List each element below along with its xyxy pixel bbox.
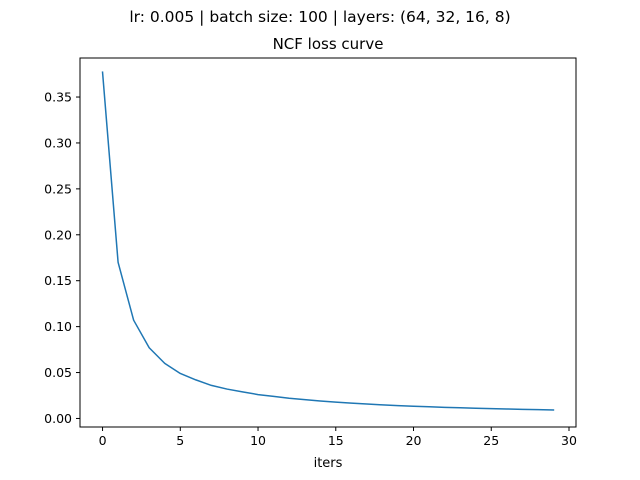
x-tick-label: 5 — [176, 433, 184, 448]
chart-title: NCF loss curve — [273, 35, 384, 53]
plot-frame — [79, 57, 577, 428]
x-axis-ticks: 0 5 10 15 20 25 30 — [99, 427, 577, 448]
figure-suptitle: lr: 0.005 | batch size: 100 | layers: (6… — [129, 8, 510, 26]
y-tick-label: 0.35 — [44, 90, 72, 105]
x-tick-label: 15 — [328, 433, 344, 448]
x-tick-label: 20 — [406, 433, 422, 448]
y-tick-label: 0.15 — [44, 273, 72, 288]
y-tick-label: 0.00 — [44, 411, 72, 426]
x-tick-label: 30 — [561, 433, 577, 448]
series-layer — [101, 71, 555, 411]
x-tick-label: 25 — [483, 433, 499, 448]
x-tick-label: 0 — [99, 433, 107, 448]
x-tick-label: 10 — [250, 433, 266, 448]
y-tick-label: 0.05 — [44, 365, 72, 380]
y-axis-ticks: 0.00 0.05 0.10 0.15 0.20 0.25 0.30 0.35 — [44, 90, 80, 426]
y-tick-label: 0.20 — [44, 227, 72, 242]
y-tick-label: 0.30 — [44, 135, 72, 150]
y-tick-label: 0.25 — [44, 181, 72, 196]
y-tick-label: 0.10 — [44, 319, 72, 334]
x-axis-label: iters — [314, 456, 343, 471]
series-line — [101, 71, 555, 411]
